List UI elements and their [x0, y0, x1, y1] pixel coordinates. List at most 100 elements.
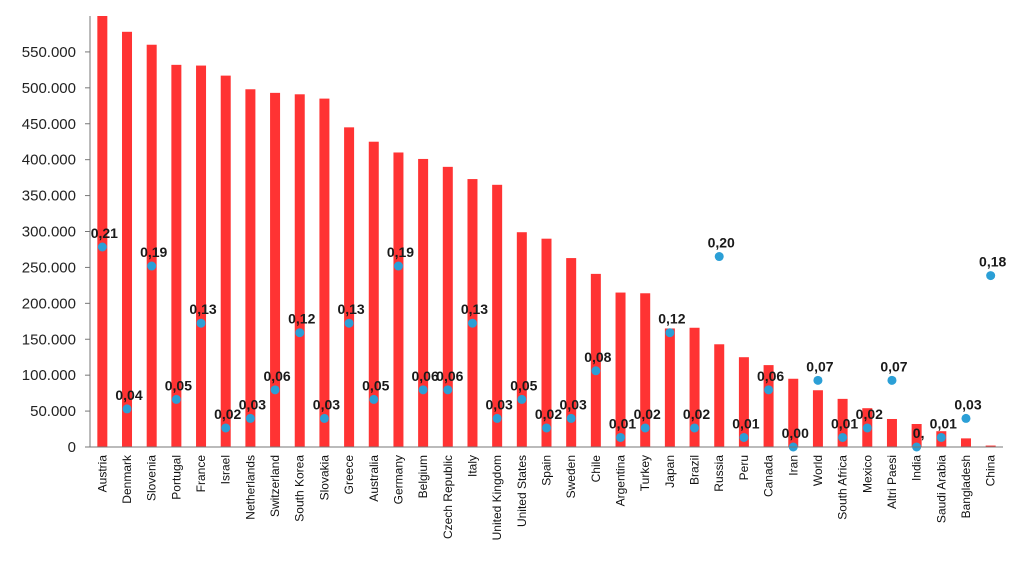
bar [985, 445, 996, 447]
bar [146, 44, 157, 447]
x-tick-label: Altri Paesi [885, 455, 899, 509]
data-label: 0,01 [930, 415, 957, 431]
bar [911, 424, 922, 447]
x-tick-label: Germany [391, 455, 405, 504]
data-label: 0,03 [954, 396, 981, 412]
data-label: 0,01 [831, 415, 858, 431]
data-label: 0,05 [510, 377, 537, 393]
data-label: 0,02 [683, 406, 710, 422]
data-label: 0,18 [979, 254, 1006, 270]
bar [812, 390, 823, 447]
x-tick-label: Slovakia [317, 455, 331, 501]
data-point [517, 394, 527, 404]
x-tick-label: Austria [95, 455, 109, 493]
bar [886, 418, 897, 447]
data-point [813, 375, 823, 385]
x-tick-label: Mexico [860, 455, 874, 493]
data-label: 0,06 [436, 368, 463, 384]
y-tick-label: 550.000 [22, 44, 76, 61]
data-point [344, 318, 354, 328]
y-tick-label: 200.000 [22, 295, 76, 312]
bar [763, 365, 774, 447]
data-label: 0,12 [658, 311, 685, 327]
bar [442, 166, 453, 447]
data-label: 0, [913, 425, 925, 441]
bar [492, 184, 503, 447]
data-label: 0,13 [337, 301, 364, 317]
data-point [616, 432, 626, 442]
bar [344, 127, 355, 447]
bar [960, 438, 971, 447]
data-label: 0,06 [757, 368, 784, 384]
x-tick-label: Canada [762, 455, 776, 497]
data-label: 0,08 [584, 349, 611, 365]
data-label: 0,12 [288, 311, 315, 327]
y-tick-label: 150.000 [22, 331, 76, 348]
y-tick-label: 0 [68, 439, 76, 456]
bar [220, 75, 231, 447]
data-label: 0,02 [214, 406, 241, 422]
bar [393, 152, 404, 447]
bar [294, 94, 305, 447]
x-tick-label: Peru [737, 455, 751, 480]
bar [319, 98, 330, 447]
x-tick-label: Spain [540, 455, 554, 486]
data-label: 0,01 [732, 415, 759, 431]
data-point [443, 385, 453, 395]
bar [714, 344, 725, 447]
data-point [542, 423, 551, 433]
x-tick-label: Russia [712, 455, 726, 492]
data-label: 0,02 [634, 406, 661, 422]
data-label: 0,02 [535, 406, 562, 422]
point-series: 0,210,040,190,050,130,020,030,060,120,03… [91, 225, 1006, 452]
data-label: 0,06 [411, 368, 438, 384]
data-label: 0,21 [91, 225, 118, 241]
data-label: 0,06 [263, 368, 290, 384]
data-point [393, 261, 403, 271]
x-tick-label: Israel [219, 455, 233, 484]
data-label: 0,07 [880, 358, 907, 374]
data-point [369, 394, 379, 404]
bar [270, 92, 281, 447]
y-tick-label: 350.000 [22, 188, 76, 205]
bar [171, 64, 182, 447]
x-tick-label: United Kingdom [490, 455, 504, 540]
data-point [418, 385, 428, 395]
bar [245, 89, 256, 448]
data-label: 0,19 [387, 244, 414, 260]
x-tick-label: Brazil [688, 455, 702, 485]
x-tick-label: Denmark [120, 454, 134, 504]
bar-series [97, 16, 996, 448]
data-label: 0,04 [115, 387, 142, 403]
data-point [97, 242, 107, 252]
bar [566, 258, 577, 447]
x-tick-label: Portugal [169, 455, 183, 500]
x-tick-label: Belgium [416, 455, 430, 498]
data-label: 0,03 [486, 396, 513, 412]
x-tick-label: France [194, 455, 208, 493]
data-point [739, 432, 749, 442]
bar [788, 378, 799, 447]
x-tick-label: Bangladesh [959, 455, 973, 518]
data-label: 0,03 [239, 396, 266, 412]
bar [467, 179, 478, 448]
data-point [591, 366, 601, 376]
x-tick-label: Slovenia [145, 455, 159, 501]
x-tick-label: Turkey [638, 455, 652, 491]
data-label: 0,03 [560, 396, 587, 412]
data-point [196, 318, 206, 328]
bar [640, 293, 651, 447]
bar [541, 238, 552, 447]
x-tick-label: South Korea [293, 455, 307, 522]
x-axis: Austria Denmark Slovenia Portugal France Isra… [90, 446, 1003, 540]
data-label: 0,00 [782, 425, 809, 441]
data-label: 0,02 [856, 406, 883, 422]
data-point [295, 328, 305, 338]
bar [122, 31, 133, 447]
y-tick-label: 250.000 [22, 259, 76, 276]
bar [689, 327, 700, 447]
data-label: 0,01 [609, 415, 636, 431]
y-tick-label: 500.000 [22, 80, 76, 97]
x-tick-label: India [910, 455, 924, 481]
